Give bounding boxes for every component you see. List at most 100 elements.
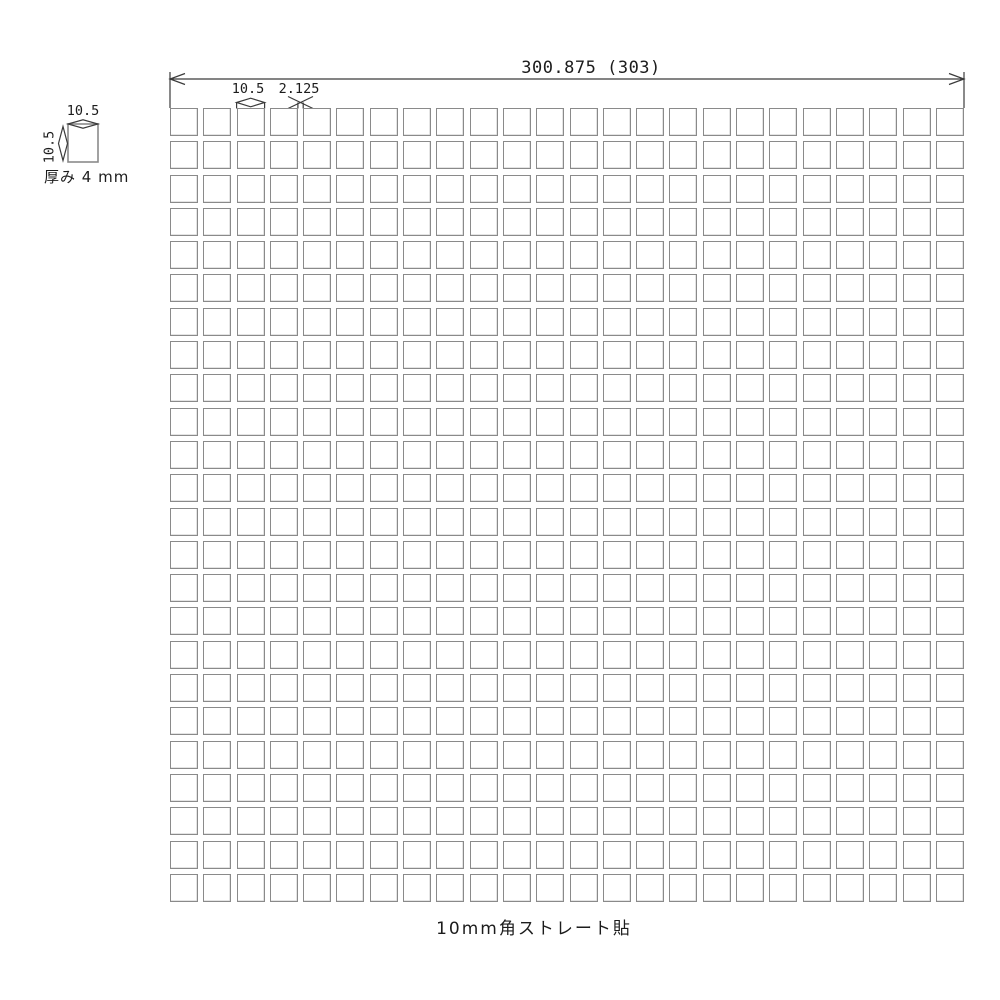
tile <box>636 840 665 869</box>
tile <box>369 607 398 636</box>
tile <box>802 674 831 703</box>
tile <box>203 607 232 636</box>
tile <box>902 474 931 503</box>
tile <box>336 341 365 370</box>
tile <box>802 607 831 636</box>
tile <box>536 374 565 403</box>
tile <box>835 507 864 536</box>
tile <box>269 141 298 170</box>
tile <box>403 407 432 436</box>
tile <box>702 207 731 236</box>
tile <box>203 707 232 736</box>
tile <box>669 640 698 669</box>
tile <box>902 274 931 303</box>
tile <box>303 807 332 836</box>
tile <box>569 873 598 902</box>
tile <box>303 108 332 136</box>
tile <box>736 241 765 270</box>
tile <box>236 174 265 203</box>
tile <box>602 607 631 636</box>
tile <box>769 341 798 370</box>
tile <box>935 241 964 270</box>
tile <box>469 374 498 403</box>
tile <box>569 540 598 569</box>
tile <box>436 274 465 303</box>
tile <box>303 341 332 370</box>
tile <box>669 574 698 603</box>
tile <box>203 574 232 603</box>
tile <box>769 740 798 769</box>
tile <box>303 407 332 436</box>
tile <box>669 807 698 836</box>
tile <box>303 174 332 203</box>
tile <box>170 407 198 436</box>
tile <box>269 840 298 869</box>
tile <box>502 141 531 170</box>
tile <box>369 640 398 669</box>
tile <box>935 307 964 336</box>
tile <box>736 773 765 802</box>
tile <box>469 740 498 769</box>
tile <box>369 574 398 603</box>
tile <box>469 474 498 503</box>
tile <box>702 640 731 669</box>
tile <box>469 440 498 469</box>
tile <box>802 141 831 170</box>
tile <box>203 440 232 469</box>
tile <box>736 507 765 536</box>
tile-size-dimension-label: 10.5 <box>231 81 265 97</box>
tile <box>569 174 598 203</box>
tile <box>602 241 631 270</box>
tile <box>669 474 698 503</box>
detail-height-marker-diamond <box>57 124 69 163</box>
tile <box>702 574 731 603</box>
tile <box>802 640 831 669</box>
tile <box>469 640 498 669</box>
tile <box>802 440 831 469</box>
tile <box>636 574 665 603</box>
tile <box>170 374 198 403</box>
tile <box>902 607 931 636</box>
tile <box>935 174 964 203</box>
tile <box>269 607 298 636</box>
tile <box>569 674 598 703</box>
tile <box>369 740 398 769</box>
tile <box>869 674 898 703</box>
tile <box>569 241 598 270</box>
tile-grid <box>170 108 964 902</box>
tile <box>369 507 398 536</box>
tile <box>902 507 931 536</box>
tile <box>436 507 465 536</box>
tile <box>802 507 831 536</box>
tile <box>769 374 798 403</box>
tile <box>702 840 731 869</box>
tile <box>236 374 265 403</box>
tile <box>702 174 731 203</box>
tile <box>170 574 198 603</box>
tile <box>436 807 465 836</box>
tile <box>902 807 931 836</box>
tile <box>269 640 298 669</box>
tile <box>769 207 798 236</box>
tile <box>769 807 798 836</box>
tile <box>303 540 332 569</box>
tile <box>802 341 831 370</box>
tile <box>736 440 765 469</box>
tile <box>203 241 232 270</box>
tile <box>536 274 565 303</box>
tile <box>336 407 365 436</box>
tile <box>869 574 898 603</box>
tile <box>869 474 898 503</box>
tile <box>802 374 831 403</box>
tile <box>669 674 698 703</box>
tile <box>736 274 765 303</box>
tile <box>403 840 432 869</box>
tile <box>170 307 198 336</box>
tile <box>203 740 232 769</box>
tile <box>303 574 332 603</box>
tile <box>536 607 565 636</box>
tile <box>269 207 298 236</box>
tile <box>236 707 265 736</box>
tile <box>835 773 864 802</box>
tile <box>203 108 232 136</box>
